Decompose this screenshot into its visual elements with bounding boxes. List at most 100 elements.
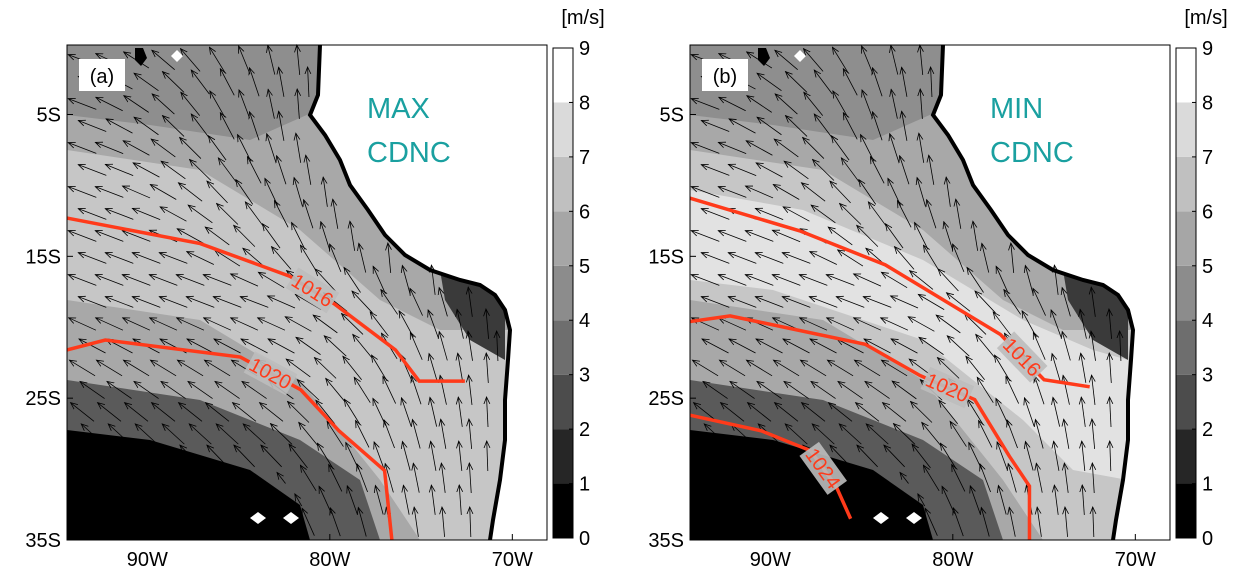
colorbar-segment bbox=[1176, 265, 1196, 321]
island bbox=[250, 512, 266, 524]
wind-arrow bbox=[342, 314, 364, 335]
wind-arrow bbox=[268, 45, 276, 75]
wind-arrow bbox=[925, 508, 938, 536]
wind-arrow bbox=[785, 72, 808, 93]
wind-arrow bbox=[150, 184, 177, 200]
wind-arrow bbox=[755, 494, 764, 506]
wind-arrow bbox=[239, 46, 251, 75]
wind-arrow bbox=[191, 114, 210, 139]
wind-arrow bbox=[162, 72, 185, 93]
wind-arrow bbox=[719, 360, 746, 377]
wind-arrow bbox=[801, 183, 826, 202]
wind-arrow bbox=[827, 318, 855, 331]
wind-arrow bbox=[820, 516, 828, 529]
wind-arrow bbox=[285, 317, 312, 332]
wind-arrow bbox=[718, 142, 747, 155]
wind-arrow bbox=[712, 516, 720, 529]
wind-arrow bbox=[242, 381, 267, 399]
wind-arrow bbox=[811, 381, 836, 399]
wind-arrow bbox=[738, 473, 748, 484]
wind-arrow bbox=[315, 269, 336, 292]
wind-arrow bbox=[306, 155, 312, 185]
wind-arrow bbox=[784, 161, 809, 180]
wind-arrow bbox=[839, 424, 862, 445]
wind-arrow bbox=[214, 339, 241, 354]
wind-arrow bbox=[204, 318, 232, 331]
x-tick-label: 80W bbox=[932, 549, 973, 571]
wind-arrow bbox=[911, 401, 933, 423]
wind-arrow bbox=[745, 186, 774, 199]
wind-arrow bbox=[272, 247, 292, 270]
wind-arrow bbox=[95, 142, 124, 155]
wind-arrow bbox=[344, 267, 361, 293]
colorbar-tick-label: 8 bbox=[579, 92, 590, 114]
wind-arrow bbox=[719, 318, 747, 331]
wind-arrow bbox=[216, 424, 239, 445]
wind-arrow bbox=[757, 73, 782, 92]
wind-arrow bbox=[1081, 353, 1087, 383]
wind-arrow bbox=[250, 473, 260, 484]
wind-arrow bbox=[176, 275, 205, 286]
wind-arrow bbox=[703, 381, 728, 399]
colorbar-tick-label: 4 bbox=[1202, 310, 1213, 332]
ocean-field bbox=[690, 45, 1133, 540]
wind-arrow bbox=[782, 253, 811, 264]
wind-arrow bbox=[973, 221, 979, 251]
wind-arrow bbox=[1008, 464, 1017, 493]
wind-arrow bbox=[402, 266, 411, 295]
wind-arrow bbox=[347, 486, 358, 515]
colorbar-tick-label: 7 bbox=[1202, 147, 1213, 169]
wind-arrow bbox=[1120, 331, 1121, 362]
wind-arrow bbox=[814, 114, 833, 139]
island bbox=[283, 512, 299, 524]
x-tick-label: 70W bbox=[1115, 549, 1156, 571]
wind-arrow bbox=[776, 445, 797, 468]
wind-arrow bbox=[711, 473, 721, 484]
wind-arrow bbox=[124, 96, 149, 113]
wind-arrow bbox=[1052, 354, 1061, 383]
wind-arrow bbox=[207, 181, 228, 204]
wind-arrow bbox=[730, 381, 755, 399]
wind-arrow bbox=[300, 465, 317, 491]
colorbar-tick-label: 5 bbox=[579, 256, 590, 278]
wind-arrow bbox=[1081, 397, 1086, 427]
wind-arrow bbox=[370, 312, 389, 337]
wind-arrow bbox=[1011, 243, 1014, 273]
wind-arrow bbox=[997, 442, 1008, 471]
annotation: CDNC bbox=[367, 137, 451, 169]
wind-arrow bbox=[457, 309, 464, 339]
wind-arrow bbox=[745, 231, 774, 242]
panel-label: (a) bbox=[90, 66, 114, 88]
wind-arrow bbox=[203, 275, 232, 286]
wind-arrow bbox=[1024, 398, 1035, 427]
wind-arrow bbox=[881, 360, 908, 377]
colorbar-tick-label: 2 bbox=[1202, 419, 1213, 441]
wind-arrow bbox=[701, 209, 730, 220]
wind-arrow bbox=[288, 401, 310, 423]
y-tick-label: 5S bbox=[37, 104, 61, 126]
wind-arrow bbox=[979, 421, 993, 448]
isobar-label-bg bbox=[996, 331, 1048, 383]
wind-arrow bbox=[68, 99, 97, 110]
wind-arrow bbox=[813, 159, 835, 181]
x-tick-label: 90W bbox=[750, 549, 791, 571]
wind-arrow bbox=[69, 318, 97, 331]
wind-arrow bbox=[920, 89, 922, 119]
wind-arrow bbox=[836, 297, 865, 308]
colorbar-segment bbox=[553, 156, 573, 212]
wind-arrow bbox=[809, 297, 838, 308]
wind-arrow bbox=[830, 445, 851, 468]
wind-arrow bbox=[1092, 463, 1094, 493]
colorbar-segment bbox=[1176, 48, 1196, 103]
wind-arrow bbox=[78, 297, 107, 308]
wind-arrow bbox=[1037, 507, 1042, 537]
wind-arrow bbox=[358, 508, 367, 537]
wind-arrow bbox=[300, 245, 317, 272]
wind-arrow bbox=[729, 339, 756, 354]
wind-arrow bbox=[728, 253, 757, 264]
wind-arrow bbox=[313, 315, 338, 334]
wind-arrow bbox=[1033, 288, 1046, 316]
colorbar-tick-label: 5 bbox=[1202, 256, 1213, 278]
wind-arrow bbox=[862, 90, 873, 119]
wind-arrow bbox=[324, 336, 347, 357]
